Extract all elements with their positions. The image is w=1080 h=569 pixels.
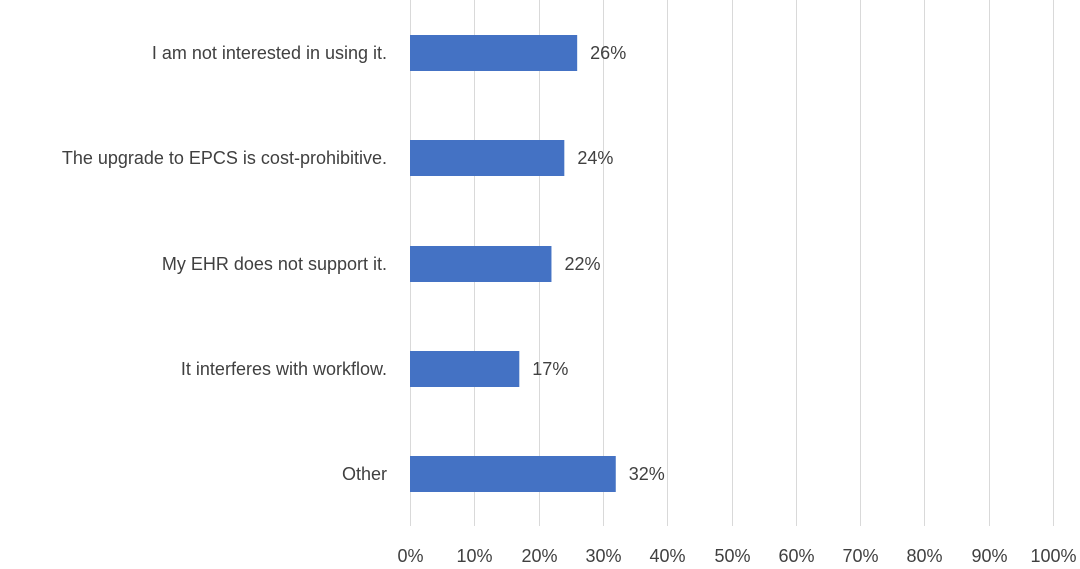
x-tick-label: 60% xyxy=(778,546,814,566)
x-tick-label: 0% xyxy=(397,546,423,566)
x-tick-label: 70% xyxy=(842,546,878,566)
x-tick-label: 10% xyxy=(456,546,492,566)
x-tick-label: 40% xyxy=(649,546,685,566)
x-tick-label: 90% xyxy=(971,546,1007,566)
data-labels: 26% 24% 22% 17% 32% xyxy=(532,43,664,484)
bar xyxy=(410,140,565,176)
gridlines xyxy=(410,0,1054,526)
x-tick-label: 30% xyxy=(585,546,621,566)
data-label: 24% xyxy=(577,148,613,168)
category-label: It interferes with workflow. xyxy=(181,359,387,379)
x-axis-tick-labels: 0% 10% 20% 30% 40% 50% 60% 70% 80% 90% 100% xyxy=(397,546,1076,566)
category-labels: I am not interested in using it. The upgr… xyxy=(62,43,387,484)
x-tick-label: 100% xyxy=(1030,546,1076,566)
bar xyxy=(410,351,520,387)
data-label: 22% xyxy=(564,254,600,274)
x-tick-label: 20% xyxy=(521,546,557,566)
x-tick-label: 50% xyxy=(714,546,750,566)
category-label: My EHR does not support it. xyxy=(162,254,387,274)
data-label: 32% xyxy=(629,464,665,484)
category-label: I am not interested in using it. xyxy=(152,43,387,63)
bar xyxy=(410,35,578,71)
bar xyxy=(410,246,552,282)
data-label: 26% xyxy=(590,43,626,63)
category-label: Other xyxy=(342,464,387,484)
x-tick-label: 80% xyxy=(906,546,942,566)
bars xyxy=(410,35,616,492)
bar xyxy=(410,456,616,492)
category-label: The upgrade to EPCS is cost-prohibitive. xyxy=(62,148,387,168)
data-label: 17% xyxy=(532,359,568,379)
